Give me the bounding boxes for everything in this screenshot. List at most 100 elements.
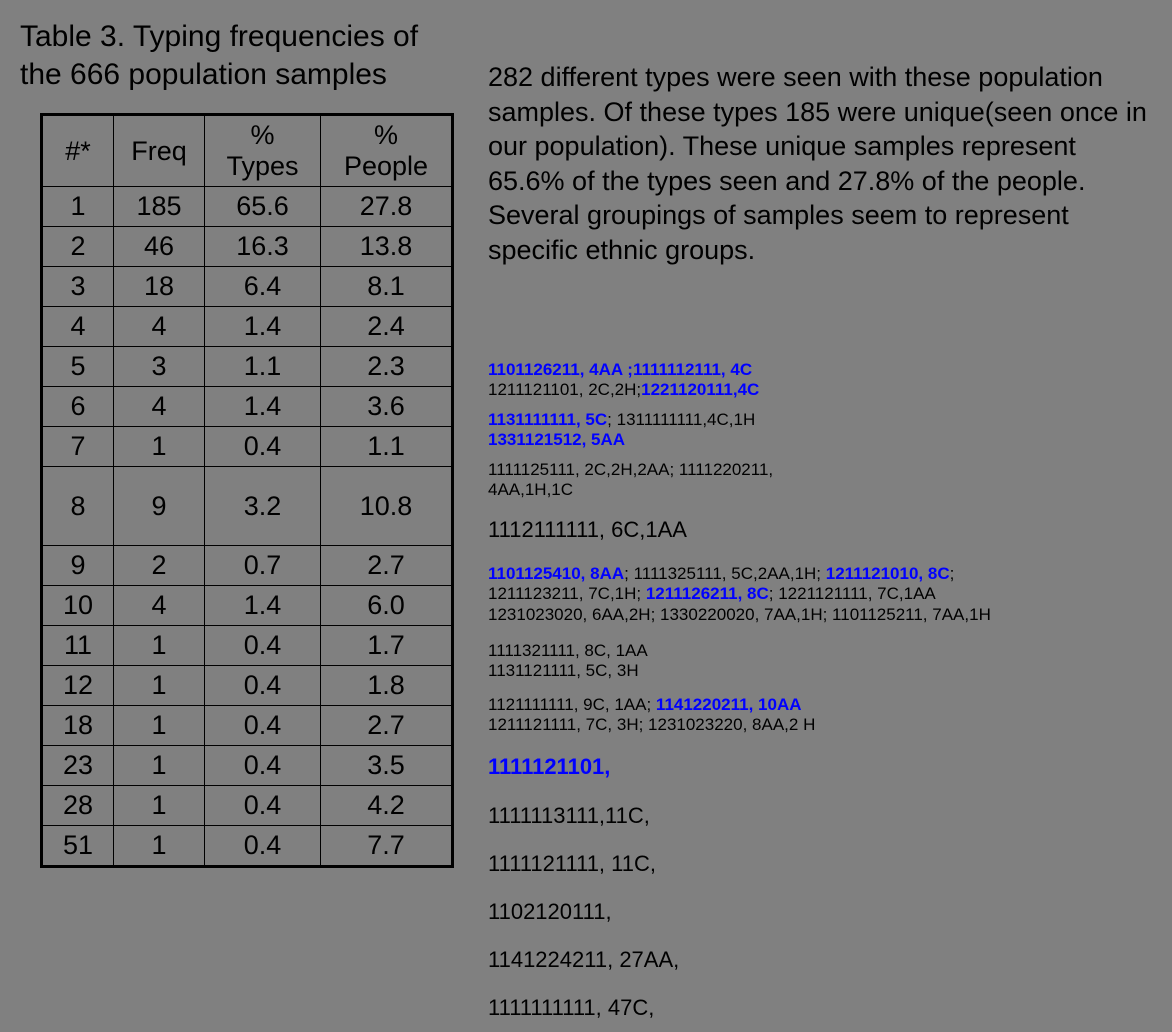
table-row: 441.42.4 <box>42 307 453 347</box>
note-segment: 1111121111, 11C, <box>488 851 656 876</box>
table-row: 2310.43.5 <box>42 746 453 786</box>
col-header-freq: Freq <box>114 115 205 187</box>
cell-n: 10 <box>42 586 114 626</box>
note-line: 1111121111, 11C, <box>488 851 1158 877</box>
note-segment: 1121111111, 9C, 1AA; <box>488 695 656 714</box>
row-note: 1111111111, 47C, <box>488 984 1158 1032</box>
note-segment: 1111321111, 8C, 1AA <box>488 641 648 660</box>
cell-pctPeople: 1.8 <box>321 666 453 706</box>
cell-pctTypes: 6.4 <box>205 267 321 307</box>
note-line: 1111321111, 8C, 1AA <box>488 641 1158 661</box>
cell-n: 23 <box>42 746 114 786</box>
note-segment: 1211121111, 7C, 3H; 1231023220, 8AA,2 H <box>488 715 815 734</box>
note-segment: 1211123211, 7C,1H; <box>488 584 646 603</box>
note-line: 1111113111,11C, <box>488 803 1158 829</box>
cell-pctTypes: 0.4 <box>205 427 321 467</box>
note-line: 1211121101, 2C,2H;1221120111,4C <box>488 380 1158 400</box>
cell-pctPeople: 8.1 <box>321 267 453 307</box>
row-note: 1112111111, 6C,1AA <box>488 505 1158 555</box>
note-line: 1331121512, 5AA <box>488 430 1158 450</box>
title-line-1: Table 3. Typing frequencies of <box>20 20 418 53</box>
cell-pctPeople: 27.8 <box>321 187 453 227</box>
cell-pctTypes: 1.4 <box>205 387 321 427</box>
note-segment: ; <box>950 564 955 583</box>
cell-pctTypes: 0.4 <box>205 666 321 706</box>
cell-pctTypes: 16.3 <box>205 227 321 267</box>
page-root: Table 3. Typing frequencies of the 666 p… <box>0 0 1172 997</box>
note-segment: ; 1221121111, 7C,1AA <box>769 584 936 603</box>
row-note: 1102120111, <box>488 888 1158 936</box>
cell-pctTypes: 0.4 <box>205 706 321 746</box>
cell-pctPeople: 2.7 <box>321 546 453 586</box>
cell-freq: 185 <box>114 187 205 227</box>
table-row: 920.72.7 <box>42 546 453 586</box>
row-note: 1101125410, 8AA; 1111325111, 5C,2AA,1H; … <box>488 555 1158 634</box>
note-line: 1231023020, 6AA,2H; 1330220020, 7AA,1H; … <box>488 605 1158 625</box>
note-segment: 1221120111,4C <box>641 380 759 399</box>
cell-n: 11 <box>42 626 114 666</box>
cell-freq: 18 <box>114 267 205 307</box>
row-notes-column: 1101126211, 4AA ;1111112111, 4C121112110… <box>488 355 1158 1032</box>
cell-pctPeople: 10.8 <box>321 467 453 546</box>
col-header-n: #* <box>42 115 114 187</box>
row-note: 1111121111, 11C, <box>488 840 1158 888</box>
note-line: 1102120111, <box>488 899 1158 925</box>
note-line: 1111111111, 47C, <box>488 995 1158 1021</box>
cell-n: 8 <box>42 467 114 546</box>
note-segment: 1101126211, 4AA ;1111112111, 4C <box>488 360 752 379</box>
cell-n: 1 <box>42 187 114 227</box>
cell-pctPeople: 3.5 <box>321 746 453 786</box>
note-segment: ; 1111325111, 5C,2AA,1H; <box>624 564 826 583</box>
cell-pctPeople: 6.0 <box>321 586 453 626</box>
cell-pctTypes: 0.7 <box>205 546 321 586</box>
note-segment: 1211121010, 8C <box>826 564 950 583</box>
cell-n: 7 <box>42 427 114 467</box>
note-segment: 1101125410, 8AA <box>488 564 624 583</box>
cell-n: 9 <box>42 546 114 586</box>
cell-pctPeople: 2.7 <box>321 706 453 746</box>
col-header-pct-people: % People <box>321 115 453 187</box>
cell-pctTypes: 0.4 <box>205 826 321 867</box>
cell-pctTypes: 0.4 <box>205 626 321 666</box>
row-note: 1141224211, 27AA, <box>488 936 1158 984</box>
title-line-2: the 666 population samples <box>20 58 387 91</box>
note-segment: 1111121101, <box>488 754 610 779</box>
table-row: 3186.48.1 <box>42 267 453 307</box>
table-row: 2810.44.2 <box>42 786 453 826</box>
note-line: 1112111111, 6C,1AA <box>488 517 1158 543</box>
note-segment: 1111125111, 2C,2H,2AA; 1111220211, <box>488 460 773 479</box>
table-header-row: #* Freq % Types % People <box>42 115 453 187</box>
cell-freq: 1 <box>114 706 205 746</box>
row-note: 1111113111,11C, <box>488 792 1158 840</box>
frequency-table-body: 118565.627.824616.313.83186.48.1441.42.4… <box>42 187 453 867</box>
cell-freq: 4 <box>114 586 205 626</box>
cell-pctPeople: 4.2 <box>321 786 453 826</box>
frequency-table-wrap: #* Freq % Types % People 118565.627.8246… <box>40 113 454 868</box>
cell-pctPeople: 7.7 <box>321 826 453 867</box>
cell-pctTypes: 3.2 <box>205 467 321 546</box>
cell-pctPeople: 3.6 <box>321 387 453 427</box>
cell-freq: 46 <box>114 227 205 267</box>
table-row: 1210.41.8 <box>42 666 453 706</box>
note-line: 1131121111, 5C, 3H <box>488 661 1158 681</box>
cell-n: 18 <box>42 706 114 746</box>
note-segment: 4AA,1H,1C <box>488 480 573 499</box>
note-line: 4AA,1H,1C <box>488 480 1158 500</box>
note-line: 1121111111, 9C, 1AA; 1141220211, 10AA <box>488 695 1158 715</box>
cell-freq: 1 <box>114 746 205 786</box>
frequency-table: #* Freq % Types % People 118565.627.8246… <box>40 113 454 868</box>
note-segment: 1131111111, 5C <box>488 410 607 429</box>
cell-pctTypes: 1.4 <box>205 586 321 626</box>
table-row: 1041.46.0 <box>42 586 453 626</box>
cell-n: 6 <box>42 387 114 427</box>
col-header-pct-types: % Types <box>205 115 321 187</box>
note-segment: 1211121101, 2C,2H; <box>488 380 641 399</box>
note-line: 1131111111, 5C; 1311111111,4C,1H <box>488 410 1158 430</box>
cell-freq: 9 <box>114 467 205 546</box>
note-line: 1211121111, 7C, 3H; 1231023220, 8AA,2 H <box>488 715 1158 735</box>
row-note: 1111121101, <box>488 742 1158 792</box>
table-row: 118565.627.8 <box>42 187 453 227</box>
cell-pctPeople: 2.3 <box>321 347 453 387</box>
table-row: 5110.47.7 <box>42 826 453 867</box>
cell-pctPeople: 1.7 <box>321 626 453 666</box>
